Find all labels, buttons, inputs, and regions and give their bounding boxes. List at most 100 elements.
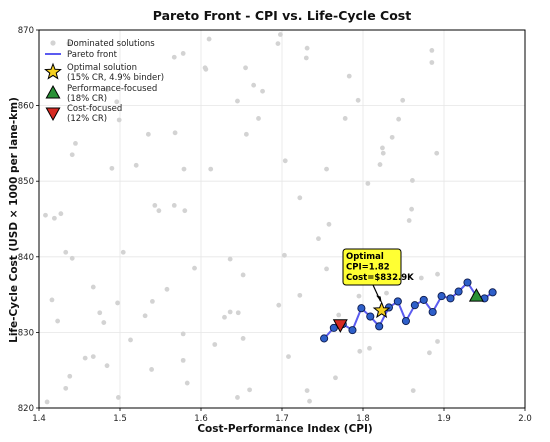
dominated-point: [115, 395, 121, 400]
triangle-down-marker: [332, 319, 348, 333]
dominated-point: [142, 313, 148, 319]
legend-triangle-down-icon: [45, 107, 61, 122]
dominated-point: [276, 302, 282, 308]
dominated-point: [172, 130, 178, 136]
legend-label: Cost-focused: [67, 104, 122, 114]
dominated-point: [410, 388, 416, 394]
dominated-point: [67, 373, 73, 379]
x-tick-label: 1.7: [275, 414, 289, 424]
dominated-point: [212, 342, 218, 347]
dominated-point: [342, 116, 348, 121]
dominated-point: [324, 266, 329, 272]
dominated-point: [222, 314, 227, 320]
dominated-point: [63, 249, 69, 255]
dominated-point: [429, 48, 435, 53]
y-tick-label: 850: [18, 177, 34, 187]
dominated-point: [69, 152, 75, 158]
dominated-point: [275, 41, 281, 47]
dominated-point: [346, 73, 352, 79]
pareto-point: [401, 317, 410, 326]
dominated-point: [82, 355, 88, 361]
y-axis-ticks: 820 830 840 850 860 870: [18, 26, 39, 414]
dominated-point: [333, 375, 338, 381]
dominated-point: [303, 55, 309, 61]
dominated-point: [365, 181, 371, 186]
pareto-point: [488, 288, 497, 297]
dominated-point: [367, 345, 372, 351]
dominated-point: [286, 354, 291, 359]
dominated-point: [410, 178, 415, 183]
x-tick-label: 2.0: [518, 414, 532, 424]
dominated-point: [384, 290, 389, 296]
y-tick-label: 830: [18, 328, 34, 338]
x-axis-label: Cost-Performance Index (CPI): [197, 423, 372, 435]
y-tick-label: 870: [18, 26, 34, 36]
dominated-point: [182, 208, 188, 214]
legend-label: (18% CR): [67, 94, 107, 104]
dominated-point: [434, 150, 440, 156]
pareto-point: [329, 323, 338, 332]
dominated-point: [297, 195, 303, 201]
dominated-point: [380, 145, 385, 151]
pareto-point: [437, 292, 446, 301]
dominated-point: [156, 208, 162, 214]
dominated-point: [240, 336, 246, 341]
star-marker: [372, 301, 391, 319]
dominated-point: [171, 54, 177, 60]
pareto-point: [320, 334, 329, 343]
dominated-point: [377, 162, 383, 167]
dominated-point: [149, 367, 154, 372]
dominated-point: [150, 299, 155, 304]
dominated-point: [326, 221, 332, 227]
dominated-point: [69, 255, 75, 261]
dominated-point: [409, 206, 414, 212]
dominated-point: [307, 398, 312, 404]
y-tick-label: 820: [18, 404, 34, 414]
dominated-point: [104, 87, 110, 93]
y-tick-label: 840: [18, 253, 34, 263]
dominated-point: [51, 215, 57, 221]
annotation-box: [342, 248, 402, 286]
x-tick-label: 1.8: [356, 414, 370, 424]
dominated-point: [235, 310, 241, 316]
dominated-point: [192, 265, 197, 271]
dominated-point: [184, 380, 190, 386]
dominated-point: [256, 116, 261, 121]
annotation-line: Cost=$832.9K: [346, 273, 414, 283]
dominated-point: [43, 212, 48, 218]
dominated-point: [304, 45, 310, 51]
pareto-point: [463, 278, 472, 287]
dominated-point: [282, 158, 288, 164]
pareto-point: [454, 287, 463, 296]
dominated-point: [227, 309, 233, 315]
dominated-point: [128, 337, 133, 343]
dominated-point: [235, 98, 240, 104]
legend-label: (15% CR, 4.9% binder): [67, 73, 164, 83]
legend-label: Dominated solutions: [67, 39, 155, 49]
dominated-point: [435, 271, 440, 277]
triangle-up-marker: [468, 288, 484, 302]
dominated-point: [240, 272, 246, 278]
legend-triangle-up-icon: [45, 84, 61, 99]
dominated-point: [55, 318, 61, 324]
dominated-point: [180, 51, 186, 56]
annotation-line: Optimal: [346, 252, 384, 262]
dominated-point: [355, 97, 361, 103]
x-tick-label: 1.4: [32, 414, 46, 424]
dominated-point: [133, 162, 139, 168]
legend-label: Performance-focused: [67, 84, 157, 94]
pareto-point: [357, 304, 366, 313]
dominated-point: [429, 60, 435, 65]
pareto-point: [419, 295, 428, 304]
dominated-point: [400, 97, 406, 103]
legend-dot-icon: [50, 40, 56, 46]
pareto-point: [393, 297, 402, 306]
dominated-point: [316, 236, 321, 242]
dominated-point: [208, 166, 214, 172]
dominated-point: [152, 202, 158, 208]
dominated-point: [336, 312, 342, 318]
dominated-point: [66, 41, 72, 47]
dominated-point: [247, 387, 253, 393]
